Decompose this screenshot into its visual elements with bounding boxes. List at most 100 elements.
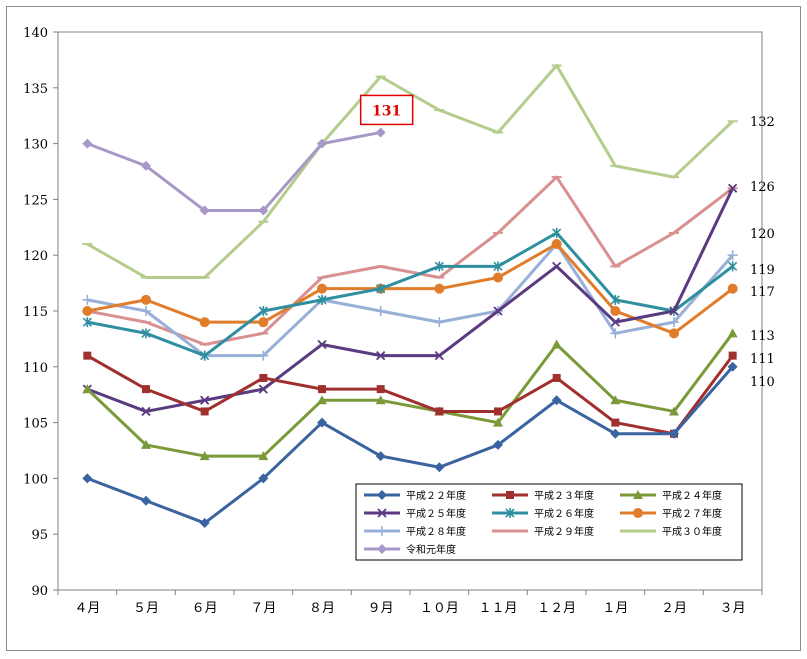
legend-marker [633,490,643,499]
data-point [317,417,327,428]
data-point [727,361,738,372]
legend-item-label: 平成２９年度 [534,525,594,538]
series-line-4 [87,231,734,358]
series-line-9 [86,130,381,213]
x-tick-label: ４月 [74,601,100,616]
data-point [728,183,738,193]
series-line-0 [86,365,734,525]
legend-item-label: 平成３０年度 [662,525,722,538]
legend-marker [377,508,387,518]
data-point [552,227,562,238]
x-tick-label: １１月 [478,601,517,616]
data-point [200,395,210,405]
legend-marker [505,508,515,518]
data-point [82,473,93,484]
data-point [200,407,209,416]
series-line-6 [87,242,734,358]
data-point [142,385,150,394]
data-point [434,462,445,473]
y-tick-label: 110 [23,361,48,376]
end-value-label: 111 [750,352,775,367]
end-value-label: 120 [750,227,775,242]
data-point [376,385,385,394]
data-point [669,328,679,339]
y-tick-label: 90 [31,584,48,599]
x-tick-label: １２月 [537,601,576,616]
data-point [258,317,269,328]
y-tick-label: 100 [23,472,48,487]
legend-marker [377,544,387,554]
x-tick-label: １０月 [420,601,459,616]
end-value-label: 119 [750,263,775,278]
data-point [141,439,151,449]
data-point [317,283,327,294]
data-point [317,294,327,305]
legend-item-label: 平成２７年度 [662,507,722,520]
data-point [611,418,620,427]
data-point [552,261,562,271]
data-point [258,350,269,361]
series-line-3 [86,187,735,413]
data-point [493,261,503,272]
data-point [434,283,445,294]
legend-box [355,483,743,561]
series-line-7 [87,175,734,346]
data-point [83,351,92,360]
x-tick-label: １月 [602,601,628,616]
data-point [375,127,386,138]
data-point [82,317,92,328]
data-point [317,395,327,405]
data-point [258,306,268,316]
data-point [551,239,562,250]
data-point [141,306,151,316]
data-point [493,272,503,283]
end-value-label: 117 [750,285,775,300]
legend-marker [506,491,514,499]
data-point [610,294,620,305]
data-point [82,306,93,316]
data-point [669,428,679,439]
legend-item-label: 平成２５年度 [406,507,466,520]
data-point [317,339,327,350]
series-line-1 [86,354,734,436]
y-tick-label: 115 [23,305,48,320]
data-point [318,385,326,394]
x-tick-label: ５月 [133,601,159,616]
data-point [669,406,679,416]
data-point [552,373,561,382]
data-point [727,328,738,338]
series-line-8 [86,63,734,280]
end-value-label: 126 [750,180,775,195]
data-point [494,407,502,416]
data-point [141,495,151,506]
data-point [141,294,151,305]
data-point [258,451,269,461]
data-point [82,294,93,305]
data-point [199,518,210,529]
y-tick-label: 130 [23,138,48,153]
y-tick-label: 125 [23,193,48,208]
x-tick-label: ２月 [661,601,687,616]
data-point [258,473,269,484]
data-point [727,283,738,294]
data-point [376,283,386,294]
data-point [376,351,386,361]
end-value-label: 113 [750,329,775,344]
legend-item-label: 平成２２年度 [406,489,466,502]
legend-marker [377,526,387,536]
data-point [551,395,562,406]
x-tick-label: ８月 [309,601,335,616]
data-point [669,317,679,328]
legend-item-label: 平成２３年度 [534,489,594,502]
data-point [610,328,621,339]
legend-item-label: 平成２６年度 [534,507,594,520]
data-point [141,160,151,171]
data-point [200,350,210,361]
end-value-label: 110 [750,375,775,390]
data-point [493,306,503,316]
data-point [199,205,210,216]
data-point [669,306,679,316]
data-point [199,451,210,461]
data-point [82,384,93,394]
